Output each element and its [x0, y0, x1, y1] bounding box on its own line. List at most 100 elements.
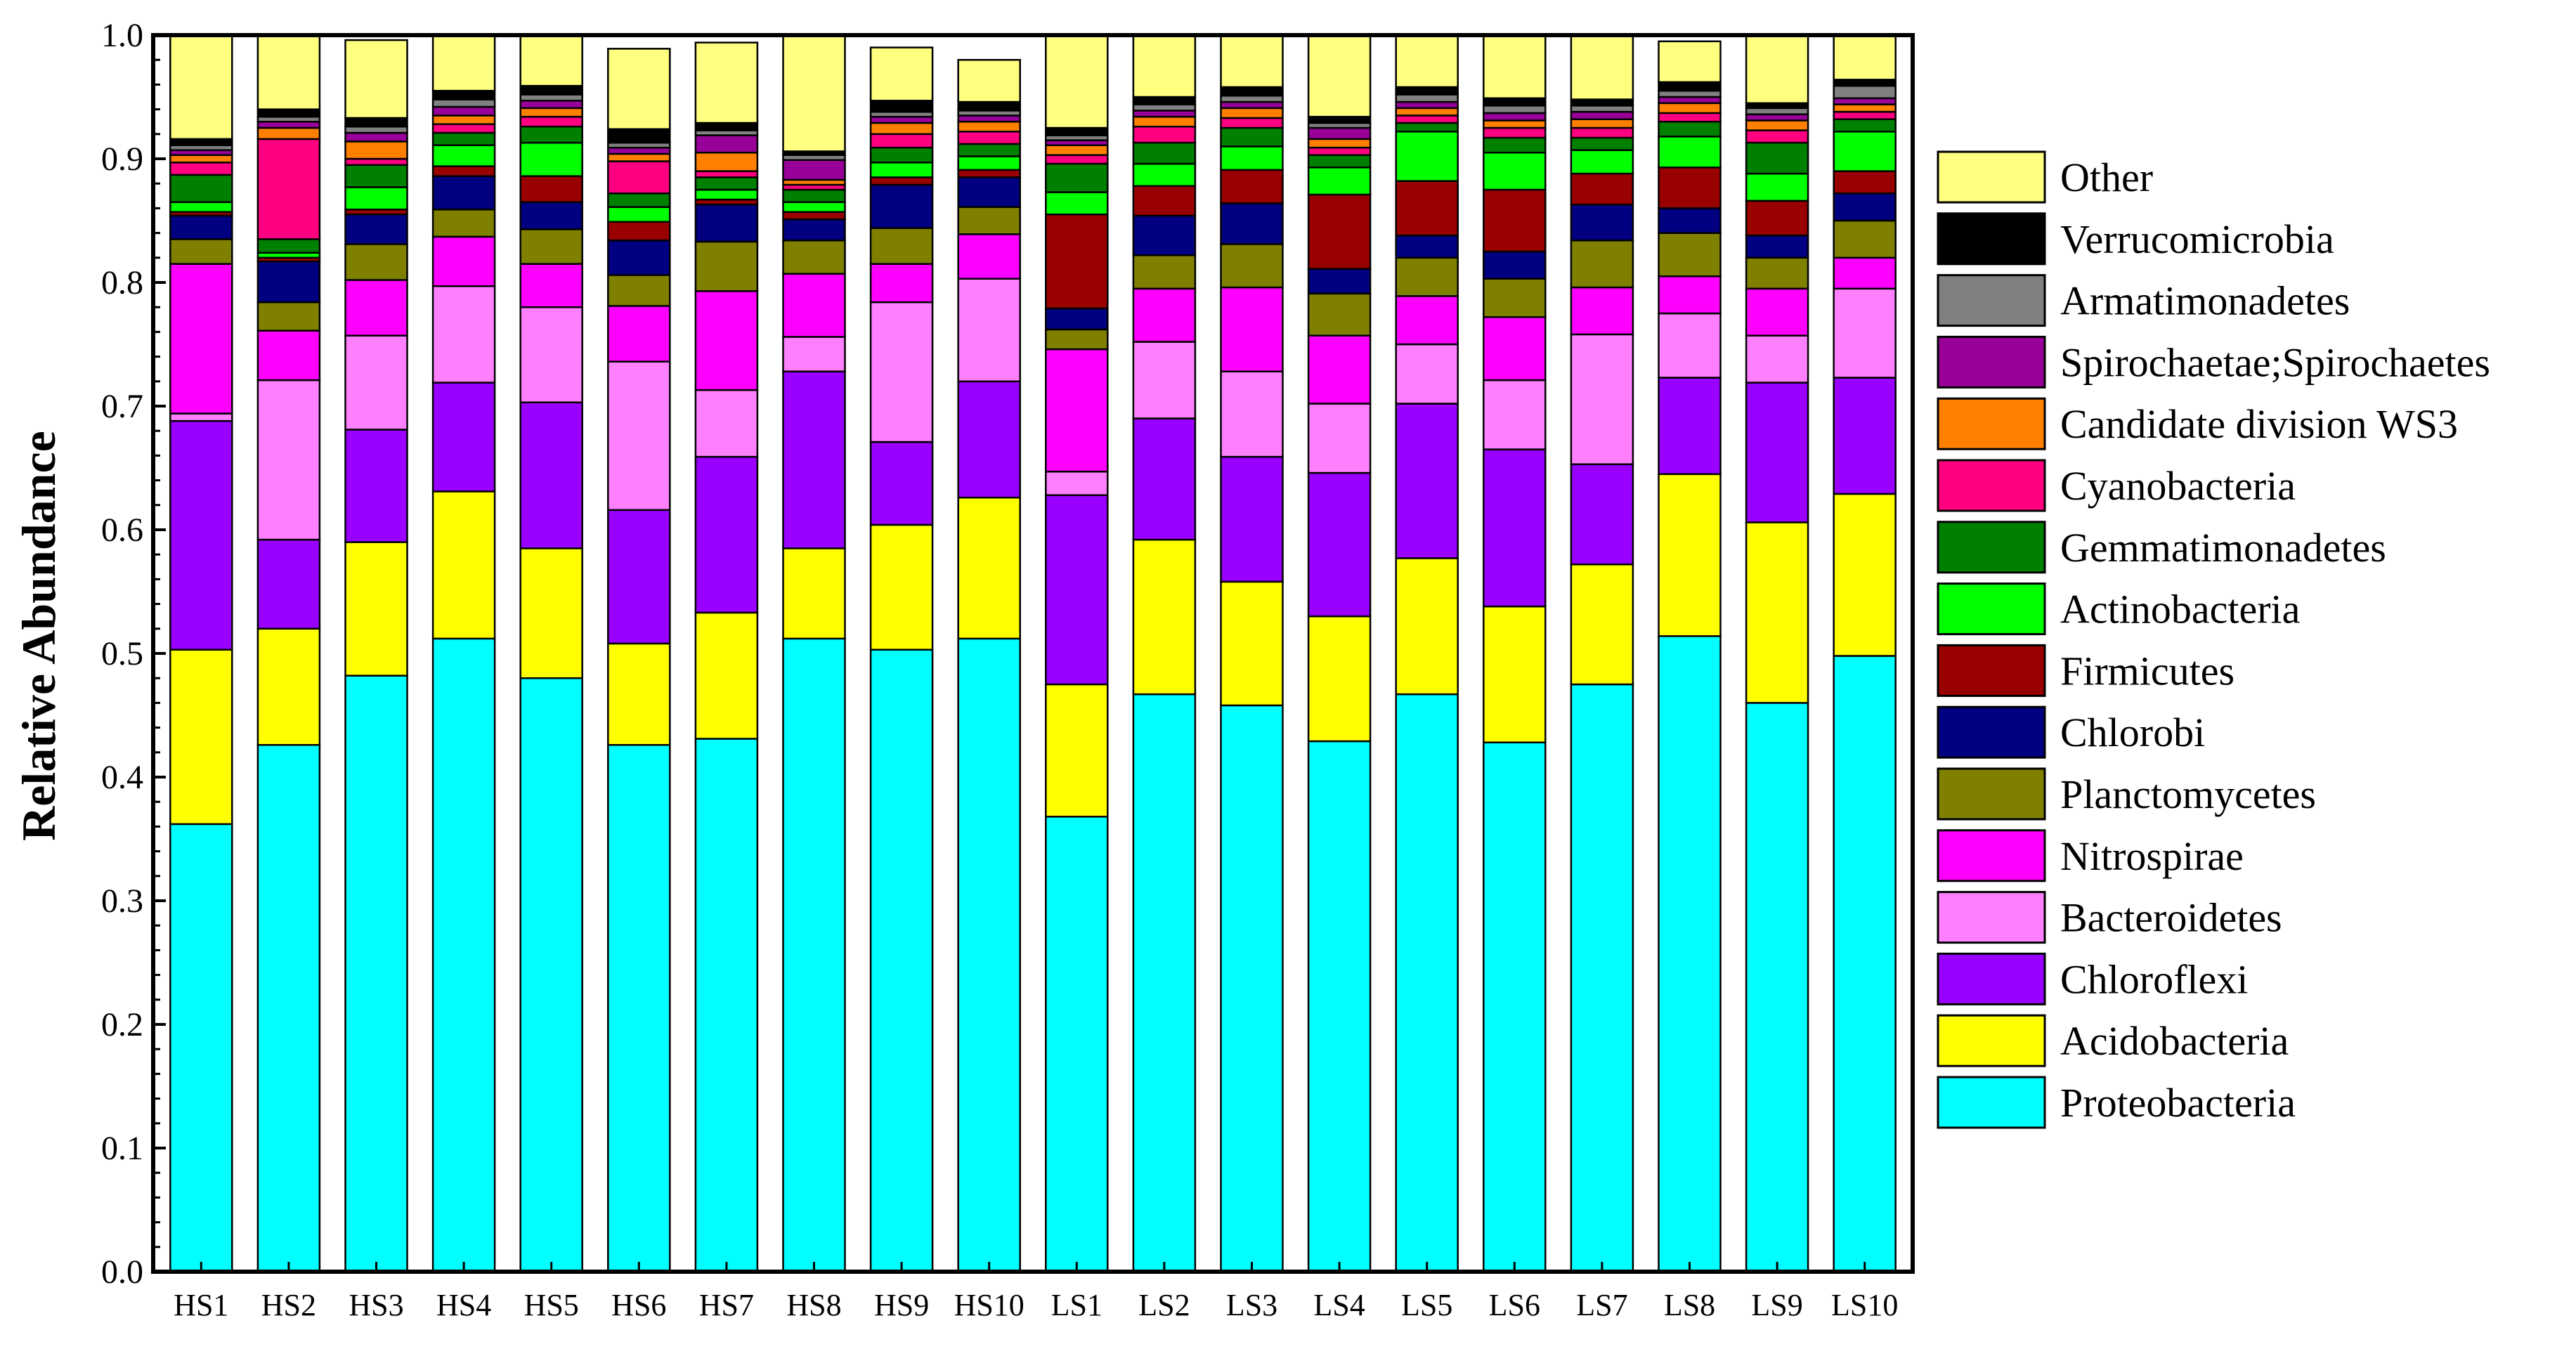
x-tick-label-ls8: LS8: [1664, 1288, 1715, 1322]
bar-segment-hs5-3: [519, 306, 583, 403]
bar-segment-hs4-10: [431, 123, 496, 134]
bar-segment-ls8-2: [1658, 377, 1722, 476]
legend-item: Chlorobi: [1937, 705, 2205, 759]
bar-segment-ls10-3: [1833, 287, 1897, 379]
x-tick-label-ls5: LS5: [1401, 1288, 1452, 1322]
bar-segment-hs2-3: [256, 379, 321, 541]
bar-segment-ls2-7: [1132, 185, 1197, 217]
bar-segment-hs4-12: [431, 105, 496, 117]
bar-segment-hs8-2: [782, 370, 846, 549]
bar-segment-hs1-3: [169, 412, 233, 422]
bar-stack-ls7: [1570, 34, 1634, 1273]
bar-segment-hs9-1: [869, 523, 934, 651]
bar-segment-hs5-10: [519, 115, 583, 128]
bar-segment-ls2-8: [1132, 162, 1197, 187]
bar-segment-hs7-1: [694, 611, 759, 740]
bar-segment-ls9-2: [1745, 382, 1809, 523]
bar-segment-ls3-7: [1220, 169, 1284, 204]
bar-segment-ls7-1: [1570, 563, 1634, 686]
legend-label: Nitrospirae: [2060, 833, 2244, 879]
bar-segment-ls7-10: [1570, 126, 1634, 139]
bar-segment-hs3-6: [344, 213, 408, 245]
bar-segment-hs3-15: [344, 39, 408, 119]
x-tick-label-hs9: HS9: [874, 1288, 929, 1322]
bar-segment-ls4-1: [1307, 615, 1372, 743]
bar-segment-ls3-13: [1220, 94, 1284, 103]
x-tick-label-hs6: HS6: [611, 1288, 666, 1322]
bar-stack-ls4: [1307, 34, 1372, 1273]
bar-segment-ls2-10: [1132, 125, 1197, 144]
bar-segment-ls3-5: [1220, 243, 1284, 289]
legend-item: Other: [1937, 150, 2153, 204]
bar-segment-ls3-8: [1220, 145, 1284, 171]
bar-segment-ls6-8: [1483, 151, 1547, 191]
bar-segment-hs7-5: [694, 240, 759, 292]
bar-segment-ls9-0: [1745, 702, 1809, 1273]
bar-segment-ls4-5: [1307, 292, 1372, 337]
bar-segment-ls4-8: [1307, 167, 1372, 196]
bar-segment-hs7-0: [694, 738, 759, 1273]
bar-segment-hs7-11: [694, 151, 759, 172]
bar-segment-hs1-1: [169, 649, 233, 826]
bar-segment-ls6-1: [1483, 605, 1547, 743]
bar-segment-hs4-5: [431, 208, 496, 238]
legend-label: Armatimonadetes: [2060, 278, 2350, 324]
plot-frame: [151, 33, 1915, 1274]
bar-segment-ls10-15: [1833, 34, 1897, 81]
bar-segment-hs5-4: [519, 263, 583, 308]
bar-stack-ls3: [1220, 34, 1284, 1273]
bar-segment-ls6-7: [1483, 188, 1547, 253]
x-tick-label-ls4: LS4: [1313, 1288, 1365, 1322]
bar-segment-ls3-4: [1220, 286, 1284, 372]
bar-segment-ls1-3: [1045, 471, 1109, 496]
bar-segment-hs3-1: [344, 541, 408, 677]
bar-segment-hs9-14: [869, 100, 934, 113]
bar-segment-hs1-4: [169, 263, 233, 415]
legend-label: Chlorobi: [2060, 710, 2205, 755]
bar-segment-ls5-3: [1395, 343, 1459, 405]
bar-segment-ls3-3: [1220, 370, 1284, 458]
bar-stack-hs7: [694, 41, 759, 1273]
bar-segment-ls3-6: [1220, 202, 1284, 245]
bar-segment-ls6-2: [1483, 448, 1547, 608]
bar-segment-ls3-14: [1220, 86, 1284, 97]
bar-segment-hs8-0: [782, 637, 846, 1273]
bar-segment-hs4-9: [431, 131, 496, 146]
bar-segment-hs8-12: [782, 159, 846, 181]
bar-segment-ls5-0: [1395, 693, 1459, 1273]
bar-segment-hs7-3: [694, 389, 759, 458]
bar-segment-ls7-11: [1570, 118, 1634, 129]
bar-segment-ls7-8: [1570, 149, 1634, 175]
bar-segment-ls2-6: [1132, 214, 1197, 256]
bar-segment-ls9-10: [1745, 129, 1809, 144]
bar-segment-ls9-5: [1745, 256, 1809, 290]
bar-segment-ls5-12: [1395, 100, 1459, 110]
bar-segment-hs3-2: [344, 429, 408, 543]
legend-swatch: [1937, 1014, 2046, 1067]
legend-swatch: [1937, 459, 2046, 512]
y-tick-label: 0.7: [101, 388, 143, 425]
bar-segment-hs2-0: [256, 743, 321, 1273]
bar-stack-ls6: [1483, 34, 1547, 1273]
bar-stack-hs8: [782, 34, 846, 1273]
bar-segment-ls7-5: [1570, 239, 1634, 289]
bar-segment-hs10-1: [957, 496, 1021, 640]
bar-segment-ls7-3: [1570, 333, 1634, 465]
y-tick-label: 0.5: [101, 635, 143, 672]
bar-segment-ls6-9: [1483, 136, 1547, 154]
bar-segment-ls4-3: [1307, 403, 1372, 474]
legend-label: Candidate division WS3: [2060, 401, 2458, 447]
bar-segment-ls10-9: [1833, 118, 1897, 133]
bar-segment-hs3-9: [344, 164, 408, 188]
bar-segment-hs1-5: [169, 238, 233, 265]
bar-segment-hs9-2: [869, 441, 934, 526]
bar-stack-hs3: [344, 39, 408, 1273]
x-tick-label-ls1: LS1: [1051, 1288, 1102, 1322]
bar-segment-ls8-14: [1658, 81, 1722, 92]
bar-segment-ls2-3: [1132, 341, 1197, 419]
bar-segment-hs5-5: [519, 228, 583, 265]
bar-segment-hs7-8: [694, 188, 759, 201]
bar-segment-hs1-14: [169, 138, 233, 146]
legend-label: Chloroflexi: [2060, 956, 2248, 1002]
bar-segment-ls9-6: [1745, 234, 1809, 259]
